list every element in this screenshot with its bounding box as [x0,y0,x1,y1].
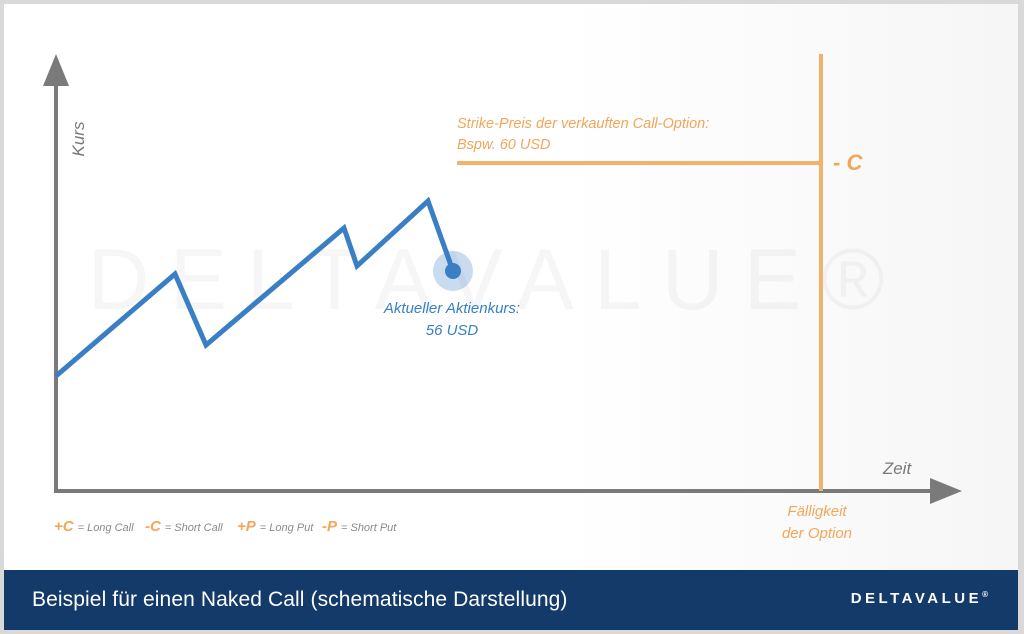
y-axis-label: Kurs [69,121,88,156]
diagram-frame: DELTAVALUE® Kurs Zeit Strike-Preis der v… [4,4,1018,630]
current-price-marker [445,263,461,279]
strike-label-line1: Strike-Preis der verkauften Call-Option: [457,116,709,132]
strike-label-line2: Bspw. 60 USD [457,137,551,153]
deltavalue-logo: DELTAVALUE® [851,590,988,607]
y-axis-arrow [43,54,69,86]
legend-symbol: +P [237,518,257,535]
legend-text: = Short Call [165,522,223,534]
registered-mark: ® [982,590,988,599]
legend-symbol: -P [322,518,338,535]
legend-text: = Short Put [341,522,397,534]
expiry-label-line2: der Option [782,525,852,542]
stock-price-line [54,196,456,378]
legend-short-put: -P = Short Put [322,518,397,535]
legend-text: = Long Put [260,522,314,534]
expiry-label-line1: Fälligkeit [787,503,847,520]
footer-bar: Beispiel für einen Naked Call (schematis… [4,570,1018,630]
legend-long-call: +C = Long Call [54,518,134,535]
legend-short-call: -C = Short Call [145,518,223,535]
legend-symbol: -C [145,518,162,535]
footer-title: Beispiel für einen Naked Call (schematis… [32,588,568,611]
legend-text: = Long Call [78,522,135,534]
short-call-marker: - C [833,150,863,175]
logo-text: DELTAVALUE [850,590,983,607]
x-axis-label: Zeit [882,459,913,478]
legend-long-put: +P = Long Put [237,518,314,535]
current-price-label-line2: 56 USD [426,322,479,339]
x-axis-arrow [930,478,962,504]
naked-call-diagram: DELTAVALUE® Kurs Zeit Strike-Preis der v… [43,54,962,542]
current-price-label-line1: Aktueller Aktienkurs: [383,300,520,317]
legend: +C = Long Call -C = Short Call +P = Long Pu… [54,518,397,535]
legend-symbol: +C [54,518,75,535]
